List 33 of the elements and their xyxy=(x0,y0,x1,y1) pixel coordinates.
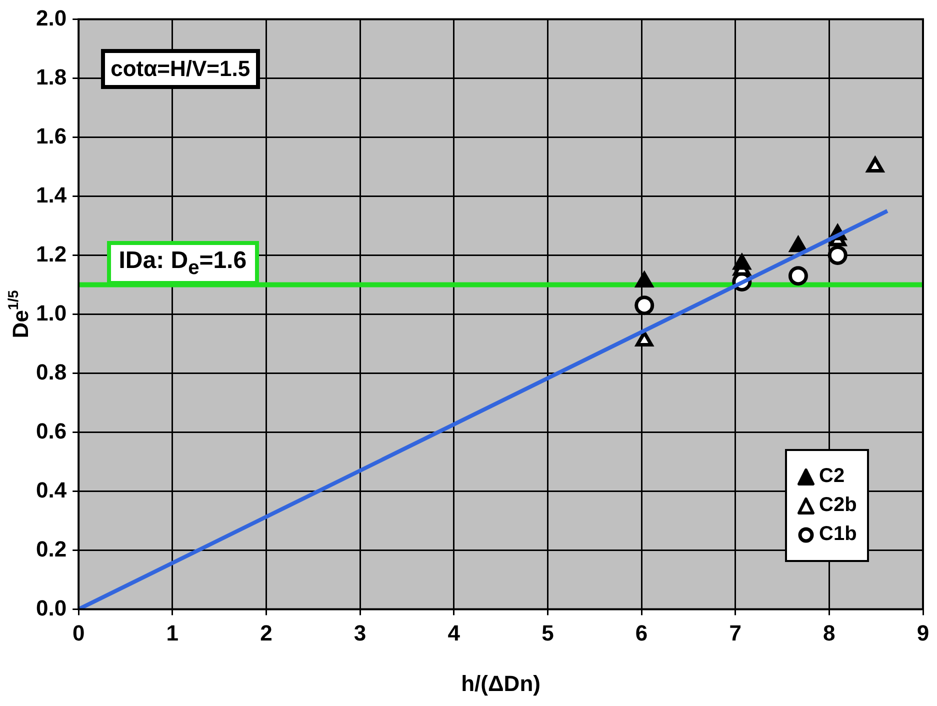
annotation: cotα=H/V=1.5 xyxy=(100,49,260,90)
y-tick-label: 0.0 xyxy=(36,595,67,620)
y-tick-label: 0.6 xyxy=(36,418,67,444)
x-tick-label: 3 xyxy=(354,620,366,646)
point xyxy=(636,331,654,346)
x-tick-label: 6 xyxy=(635,620,648,646)
x-tick-label: 4 xyxy=(448,620,461,646)
x-tick-label: 9 xyxy=(916,620,930,646)
x-tick-label: 2 xyxy=(260,620,272,646)
x-axis-title: h/(ΔDn) xyxy=(461,670,540,696)
y-tick-label: 2.0 xyxy=(36,5,67,30)
legend-label: C2 xyxy=(818,465,846,488)
point xyxy=(790,236,807,252)
annotation: IDa: D$_{e}$=1.6 xyxy=(106,240,259,286)
x-tick-label: 5 xyxy=(542,620,554,646)
legend-label: C2b xyxy=(818,494,857,518)
point xyxy=(636,272,654,288)
legend-label: C1b xyxy=(818,523,857,546)
y-axis-title: De1/5 xyxy=(6,290,34,338)
y-tick-label: 1.6 xyxy=(36,123,67,148)
x-tick-label: 1 xyxy=(166,620,179,646)
y-tick-label: 0.4 xyxy=(36,477,68,502)
point xyxy=(866,156,884,172)
x-tick-label: 0 xyxy=(72,620,85,646)
y-tick-label: 0.2 xyxy=(36,536,67,562)
y-tick-label: 1.2 xyxy=(36,241,67,266)
x-tick-label: 8 xyxy=(823,620,836,646)
point xyxy=(733,254,751,270)
x-tick-label: 7 xyxy=(729,620,742,646)
y-tick-label: 1.8 xyxy=(36,64,67,90)
y-tick-label: 1.0 xyxy=(36,300,67,326)
y-tick-label: 0.8 xyxy=(36,359,67,384)
y-tick-label: 1.4 xyxy=(36,182,68,208)
